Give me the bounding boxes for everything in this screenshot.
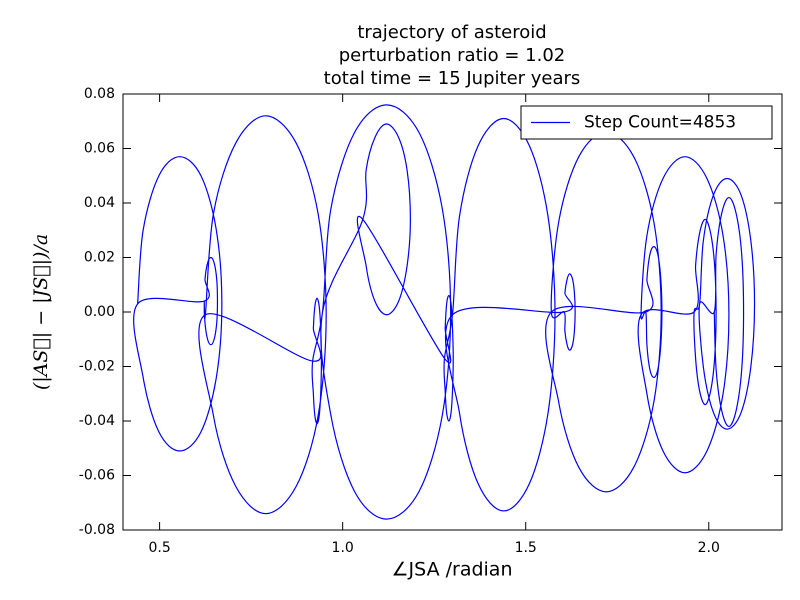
y-tick-label: -0.02 [79, 359, 115, 375]
y-axis-label: (|AS⃗| − |JS⃗|)/a [30, 234, 52, 390]
y-tick-label: 0.04 [84, 195, 115, 211]
x-axis-label: ∠JSA /radian [392, 559, 513, 581]
x-tick-label: 1.5 [515, 540, 537, 556]
y-tick-label: -0.08 [79, 522, 115, 538]
y-tick-label: 0.08 [84, 86, 115, 102]
trajectory-line [133, 104, 756, 520]
chart-title: perturbation ratio = 1.02 [339, 45, 566, 66]
y-tick-label: 0.02 [84, 250, 115, 266]
x-tick-label: 1.0 [332, 540, 354, 556]
plot-frame [122, 93, 783, 531]
chart-title: total time = 15 Jupiter years [324, 68, 581, 89]
x-tick-label: 2.0 [698, 540, 720, 556]
y-tick-label: 0.06 [84, 141, 115, 157]
legend-label: Step Count=4853 [584, 113, 736, 133]
y-tick-label: -0.06 [79, 468, 115, 484]
y-tick-label: 0.00 [84, 304, 115, 320]
y-tick-label: -0.04 [79, 413, 115, 429]
chart-title: trajectory of asteroid [357, 22, 546, 43]
x-tick-label: 0.5 [148, 540, 170, 556]
